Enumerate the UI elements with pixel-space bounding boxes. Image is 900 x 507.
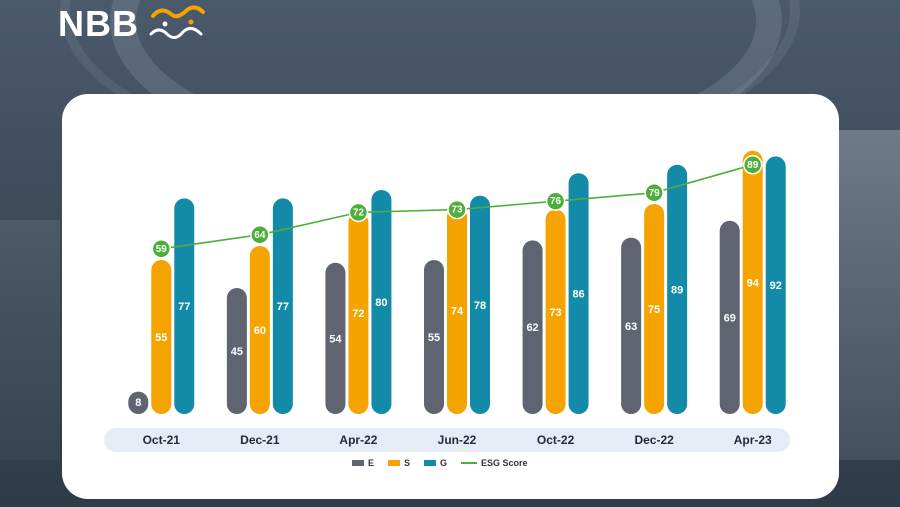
bar-label-g-oct-21: 77 — [178, 301, 190, 313]
bar-label-s-oct-21: 55 — [155, 332, 167, 344]
bar-g-jun-22 — [470, 195, 490, 414]
esg-point-dec-21 — [250, 225, 270, 245]
bar-e-apr-23 — [719, 220, 740, 414]
esg-label-oct-21: 59 — [156, 244, 168, 255]
category-label-apr-22: Apr-22 — [339, 433, 377, 447]
nbb-logo: NBB — [58, 2, 209, 46]
background-left-wall — [0, 220, 60, 460]
esg-label-apr-23: 89 — [747, 160, 759, 171]
bar-e-dec-22 — [621, 237, 642, 414]
bar-s-dec-21 — [249, 246, 270, 414]
bar-s-jun-22 — [447, 206, 467, 414]
bar-label-g-jun-22: 78 — [474, 300, 486, 312]
legend-swatch-s — [388, 460, 401, 466]
bar-label-e-dec-22: 63 — [625, 321, 637, 333]
bar-e-jun-22 — [424, 260, 444, 414]
bar-label-s-apr-22: 72 — [352, 308, 364, 320]
category-label-dec-22: Dec-22 — [634, 433, 674, 447]
legend-swatch-e — [352, 460, 364, 466]
esg-label-jun-22: 73 — [451, 205, 463, 216]
bar-label-g-oct-22: 86 — [572, 289, 584, 301]
chart-legend: E S G ESG Score — [352, 458, 528, 468]
bar-label-e-apr-22: 54 — [329, 333, 342, 345]
bar-g-dec-22 — [667, 164, 688, 414]
bar-s-oct-22 — [545, 209, 566, 414]
category-label-oct-21: Oct-21 — [143, 433, 181, 447]
bar-label-e-dec-21: 45 — [231, 346, 243, 358]
bar-label-e-jun-22: 55 — [428, 332, 440, 344]
category-label-apr-23: Apr-23 — [734, 433, 772, 447]
esg-point-jun-22 — [447, 199, 467, 220]
legend-item-g: G — [424, 458, 447, 468]
bar-s-oct-21 — [151, 260, 172, 414]
bar-g-oct-22 — [568, 173, 589, 414]
bar-label-g-apr-23: 92 — [770, 280, 782, 292]
category-label-dec-21: Dec-21 — [240, 433, 280, 447]
bar-g-dec-21 — [272, 198, 293, 414]
esg-label-dec-21: 64 — [254, 230, 266, 241]
bar-label-g-apr-22: 80 — [375, 297, 387, 309]
esg-point-dec-22 — [644, 183, 664, 203]
esg-label-apr-22: 72 — [353, 207, 365, 218]
legend-item-s: S — [388, 458, 410, 468]
bar-g-apr-23 — [765, 156, 786, 414]
category-label-jun-22: Jun-22 — [438, 433, 477, 447]
bar-label-s-dec-21: 60 — [254, 325, 266, 337]
bars-layer: 8 55 77 45 60 77 54 72 80 55 74 78 62 73 86 63 75 89 69 94 9… — [128, 150, 786, 415]
legend-label-esg: ESG Score — [481, 458, 528, 468]
bar-label-s-oct-22: 73 — [549, 307, 561, 319]
bar-e-apr-22 — [325, 262, 346, 414]
chart-card: 8 55 77 45 60 77 54 72 80 55 74 78 62 73 86 63 75 89 69 94 9… — [62, 94, 839, 499]
bar-e-oct-21 — [128, 391, 149, 414]
esg-point-apr-22 — [348, 202, 369, 223]
bar-label-e-apr-23: 69 — [724, 312, 736, 324]
background-right-wall — [830, 130, 900, 460]
category-labels: Oct-21 Dec-21 Apr-22 Jun-22 Oct-22 Dec-22 Apr-… — [143, 433, 772, 447]
bar-g-oct-21 — [174, 198, 195, 414]
category-label-oct-22: Oct-22 — [537, 433, 575, 447]
bar-label-s-jun-22: 74 — [451, 305, 464, 317]
bar-s-apr-22 — [348, 212, 369, 414]
esg-label-dec-22: 79 — [649, 188, 661, 199]
category-axis-band-rect — [104, 428, 790, 452]
bar-label-g-dec-21: 77 — [277, 301, 289, 313]
bar-e-oct-22 — [522, 240, 543, 414]
esg-point-oct-22 — [545, 191, 566, 211]
bar-s-dec-22 — [644, 204, 665, 414]
logo-text: NBB — [58, 3, 139, 44]
legend-item-e: E — [352, 458, 374, 468]
legend-swatch-g — [424, 460, 437, 466]
esg-line-layer: 59 64 72 73 76 79 89 — [151, 155, 763, 259]
bar-s-apr-23 — [742, 150, 763, 415]
legend-label-e: E — [368, 458, 375, 468]
bar-label-s-dec-22: 75 — [648, 304, 660, 316]
bar-label-e-oct-21: 8 — [135, 397, 141, 409]
esg-point-oct-21 — [151, 239, 172, 259]
legend-swatch-esg — [461, 462, 478, 464]
bar-label-g-dec-22: 89 — [671, 284, 683, 296]
legend-label-g: G — [440, 458, 448, 468]
logo-arabic-mark — [147, 2, 209, 46]
category-axis-band — [104, 428, 790, 452]
bar-g-apr-22 — [371, 190, 392, 414]
esg-label-oct-22: 76 — [550, 196, 562, 207]
legend-item-esg: ESG Score — [461, 458, 528, 468]
legend-label-s: S — [404, 458, 411, 468]
bar-e-dec-21 — [226, 288, 247, 414]
bar-label-e-oct-22: 62 — [526, 322, 538, 334]
esg-chart: 8 55 77 45 60 77 54 72 80 55 74 78 62 73 86 63 75 89 69 94 9… — [104, 150, 790, 452]
esg-point-apr-23 — [742, 155, 763, 175]
bar-label-s-apr-23: 94 — [747, 277, 760, 289]
